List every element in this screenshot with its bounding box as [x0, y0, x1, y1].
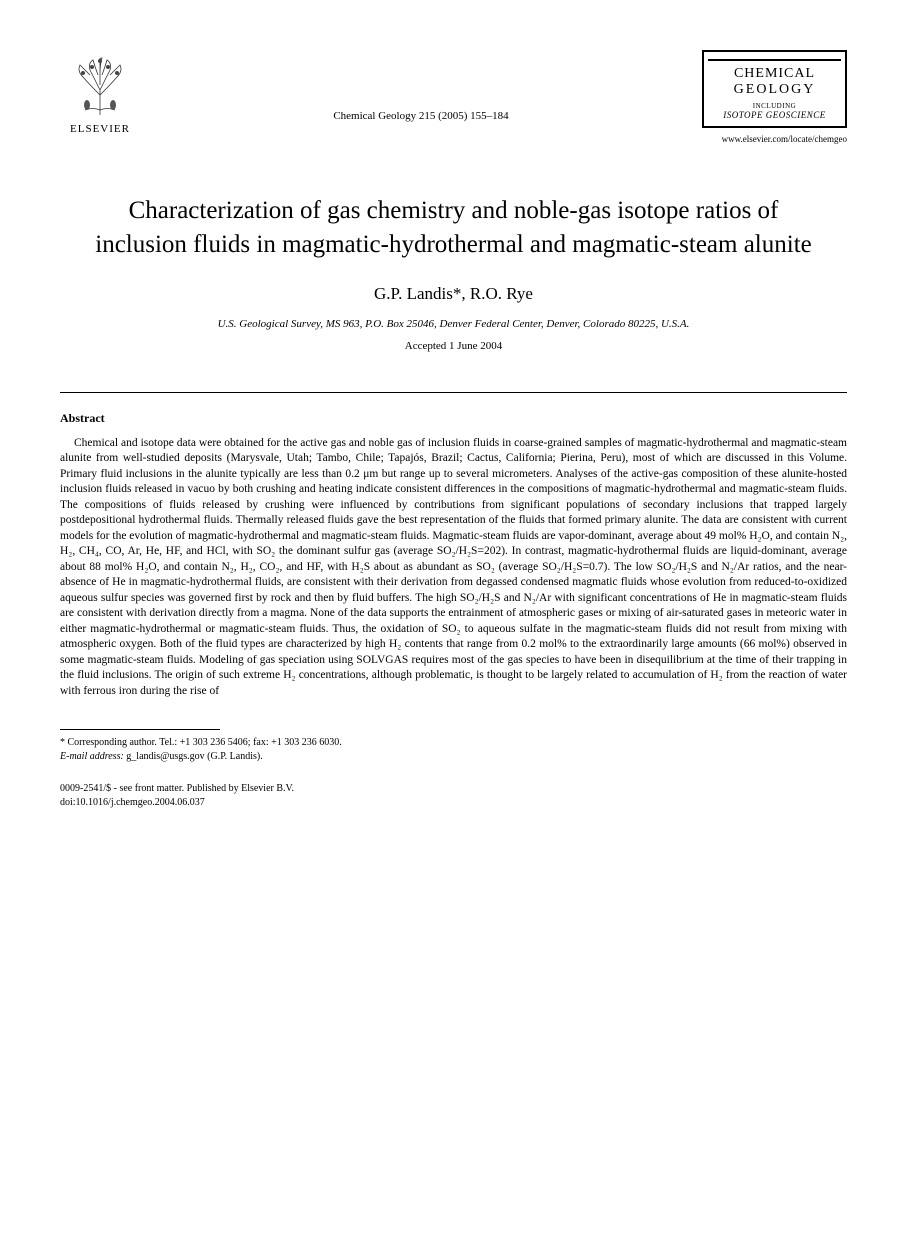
- footnote-divider: [60, 729, 220, 730]
- journal-including: INCLUDING: [708, 102, 841, 110]
- abstract-body: Chemical and isotope data were obtained …: [60, 436, 847, 700]
- journal-isotope: ISOTOPE GEOSCIENCE: [708, 110, 841, 120]
- journal-box-container: CHEMICAL GEOLOGY INCLUDING ISOTOPE GEOSC…: [702, 50, 847, 184]
- copyright-doi: doi:10.1016/j.chemgeo.2004.06.037: [60, 796, 847, 810]
- footnote-email-label: E-mail address:: [60, 751, 124, 762]
- elsevier-tree-icon: [65, 55, 135, 120]
- authors: G.P. Landis*, R.O. Rye: [60, 284, 847, 304]
- journal-reference: Chemical Geology 215 (2005) 155–184: [140, 50, 702, 122]
- journal-name-line1: CHEMICAL: [708, 66, 841, 82]
- affiliation: U.S. Geological Survey, MS 963, P.O. Box…: [60, 318, 847, 330]
- abstract-heading: Abstract: [60, 411, 847, 426]
- elsevier-logo: ELSEVIER: [60, 50, 140, 140]
- accepted-date: Accepted 1 June 2004: [60, 340, 847, 352]
- footnote-email-line: E-mail address: g_landis@usgs.gov (G.P. …: [60, 750, 847, 764]
- journal-url[interactable]: www.elsevier.com/locate/chemgeo: [702, 134, 847, 144]
- journal-name-line2: GEOLOGY: [708, 82, 841, 98]
- journal-box: CHEMICAL GEOLOGY INCLUDING ISOTOPE GEOSC…: [702, 50, 847, 128]
- article-title: Characterization of gas chemistry and no…: [60, 194, 847, 262]
- header-row: ELSEVIER Chemical Geology 215 (2005) 155…: [60, 50, 847, 184]
- footnote-corresponding: * Corresponding author. Tel.: +1 303 236…: [60, 736, 847, 750]
- section-divider: [60, 392, 847, 393]
- publisher-name: ELSEVIER: [70, 123, 130, 135]
- copyright-issn: 0009-2541/$ - see front matter. Publishe…: [60, 782, 847, 796]
- footnote-email[interactable]: g_landis@usgs.gov (G.P. Landis).: [126, 751, 262, 762]
- copyright-block: 0009-2541/$ - see front matter. Publishe…: [60, 782, 847, 809]
